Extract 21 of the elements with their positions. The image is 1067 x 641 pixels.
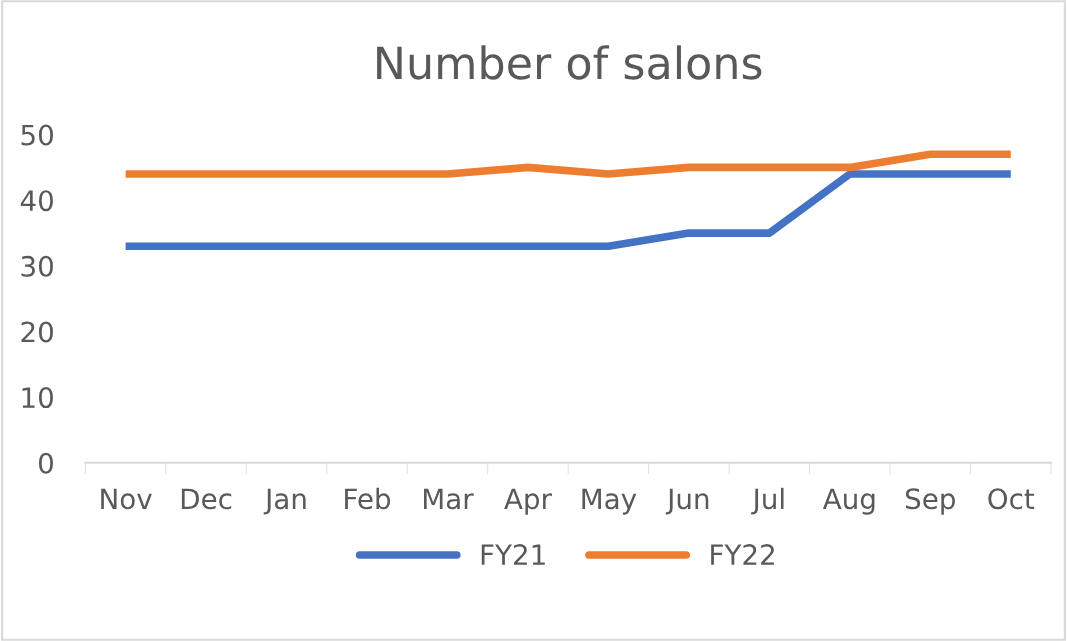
x-tick-label: Sep	[905, 488, 955, 515]
y-tick-label: 30	[21, 255, 53, 277]
x-tick-label: Dec	[181, 488, 232, 510]
y-tick-label: 50	[21, 124, 53, 146]
x-tick-label: May	[582, 488, 637, 515]
x-tick-label: Nov	[101, 488, 152, 510]
x-tick-label: Jan	[263, 488, 306, 515]
x-tick-label: Apr	[504, 488, 552, 515]
chart-title: Number of salons	[377, 45, 762, 80]
legend-label: FY21	[481, 544, 545, 565]
x-tick-label: Feb	[345, 487, 391, 510]
x-tick-label: Aug	[822, 488, 875, 515]
y-tick-label: 20	[21, 321, 53, 343]
y-tick-label: 40	[20, 190, 53, 212]
legend-label: FY22	[711, 544, 774, 565]
x-tick-label: Jun	[665, 488, 709, 515]
x-tick-label: Mar	[423, 488, 474, 510]
y-tick-label: 0	[38, 452, 53, 474]
x-tick-label: Jul	[751, 487, 784, 515]
y-tick-label: 10	[22, 387, 53, 409]
x-tick-label: Oct	[988, 488, 1035, 510]
